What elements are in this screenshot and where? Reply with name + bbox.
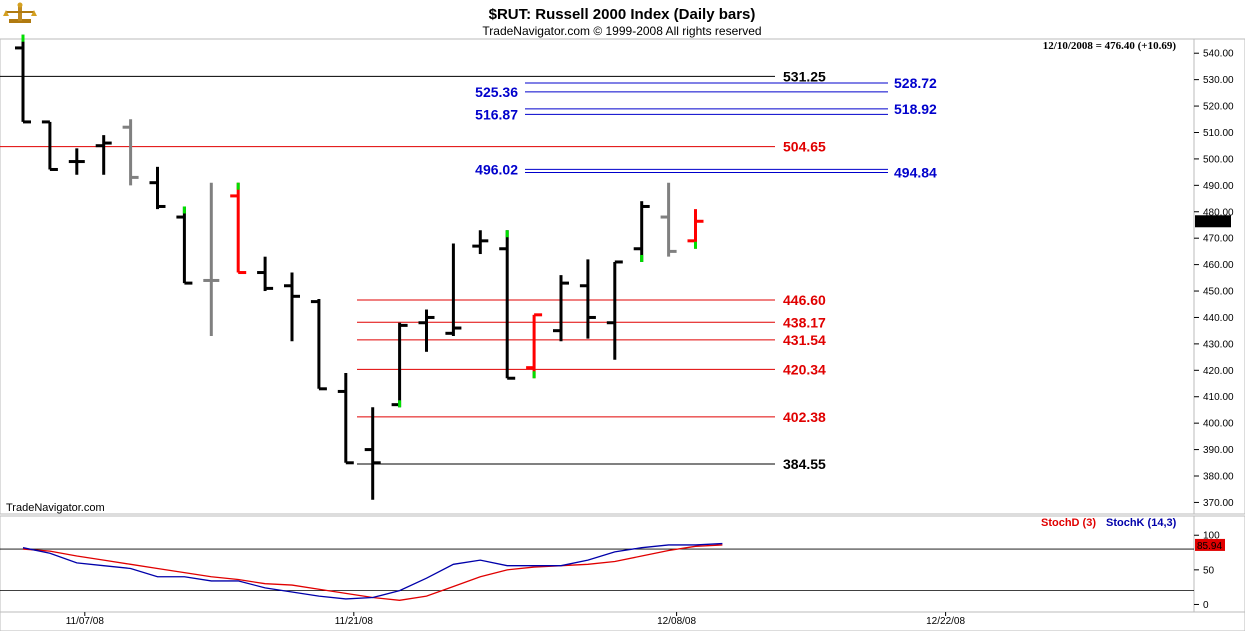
level-label: 431.54 bbox=[783, 332, 826, 348]
price-tick-label: 490.00 bbox=[1203, 181, 1234, 192]
price-tick-label: 420.00 bbox=[1203, 366, 1234, 377]
legend-stochk: StochK (14,3) bbox=[1106, 517, 1177, 529]
scales-logo-icon bbox=[3, 2, 37, 23]
price-tick-label: 530.00 bbox=[1203, 75, 1234, 86]
price-tick-label: 510.00 bbox=[1203, 128, 1234, 139]
level-label: 438.17 bbox=[783, 314, 826, 330]
level-label: 516.87 bbox=[475, 106, 518, 122]
date-tick-label: 11/07/08 bbox=[66, 616, 105, 627]
price-tick-label: 410.00 bbox=[1203, 392, 1234, 403]
legend-stochd: StochD (3) bbox=[1041, 517, 1096, 529]
stoch-series-line bbox=[22, 542, 723, 600]
level-label: 494.84 bbox=[894, 165, 937, 181]
date-axis-frame bbox=[0, 611, 1245, 631]
level-label: 504.65 bbox=[783, 139, 826, 155]
last-price-info: 12/10/2008 = 476.40 (+10.69) bbox=[1043, 40, 1177, 52]
price-tick-label: 480.00 bbox=[1203, 207, 1234, 218]
chart-title: $RUT: Russell 2000 Index (Daily bars) bbox=[489, 6, 756, 23]
price-tick-label: 370.00 bbox=[1203, 498, 1234, 509]
level-label: 402.38 bbox=[783, 409, 826, 425]
stoch-tick-label: 100 bbox=[1203, 531, 1220, 542]
level-label: 384.55 bbox=[783, 456, 826, 472]
price-tick-label: 540.00 bbox=[1203, 49, 1234, 60]
price-bars bbox=[15, 34, 704, 500]
price-axis-frame bbox=[1193, 38, 1245, 515]
price-tick-label: 450.00 bbox=[1203, 287, 1234, 298]
price-tick-label: 500.00 bbox=[1203, 154, 1234, 165]
price-tick-label: 430.00 bbox=[1203, 339, 1234, 350]
level-label: 531.25 bbox=[783, 68, 826, 84]
date-tick-label: 12/08/08 bbox=[657, 616, 696, 627]
price-axis: 370.00 380.00 390.00 400.00 410.00 420.00 430.… bbox=[1194, 49, 1234, 509]
stoch-last-box bbox=[1195, 538, 1225, 551]
price-panel-frame bbox=[0, 38, 1195, 515]
price-tick-label: 440.00 bbox=[1203, 313, 1234, 324]
last-price-box bbox=[1195, 215, 1231, 228]
stoch-tick-label: 0 bbox=[1203, 600, 1209, 611]
level-label: 420.34 bbox=[783, 361, 826, 377]
level-lines: 531.25 528.72 525.36 518.92 516.87 504.65 496.… bbox=[0, 68, 937, 472]
price-tick-label: 400.00 bbox=[1203, 419, 1234, 430]
watermark-text: TradeNavigator.com bbox=[6, 502, 105, 514]
copyright-text: TradeNavigator.com © 1999-2008 All right… bbox=[482, 24, 761, 38]
price-tick-label: 470.00 bbox=[1203, 234, 1234, 245]
level-label: 518.92 bbox=[894, 101, 937, 117]
level-label: 525.36 bbox=[475, 84, 518, 100]
price-tick-label: 390.00 bbox=[1203, 445, 1234, 456]
price-tick-label: 460.00 bbox=[1203, 260, 1234, 271]
stoch-last-label: 85.94 bbox=[1197, 541, 1222, 552]
price-tick-label: 380.00 bbox=[1203, 472, 1234, 483]
last-price-label: 476.40 bbox=[1197, 217, 1228, 228]
level-label: 446.60 bbox=[783, 292, 826, 308]
level-label: 528.72 bbox=[894, 75, 937, 91]
date-tick-label: 12/22/08 bbox=[926, 616, 965, 627]
date-axis: 11/07/08 11/21/08 12/08/08 12/22/08 bbox=[66, 612, 965, 627]
stoch-tick-label: 50 bbox=[1203, 565, 1215, 576]
stoch-axis-frame bbox=[1193, 515, 1245, 613]
level-label: 496.02 bbox=[475, 161, 518, 177]
date-tick-label: 11/21/08 bbox=[335, 616, 374, 627]
price-tick-label: 520.00 bbox=[1203, 102, 1234, 113]
